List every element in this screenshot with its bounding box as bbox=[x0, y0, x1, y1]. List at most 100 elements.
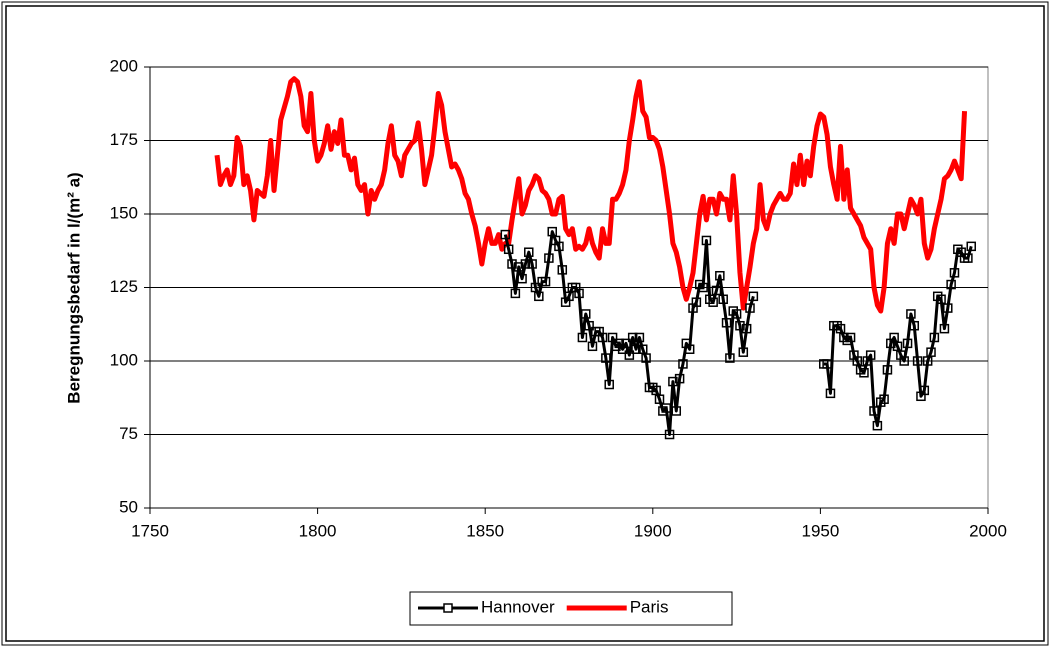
point-marker bbox=[510, 288, 521, 299]
point-marker bbox=[678, 359, 688, 369]
point-marker bbox=[641, 353, 651, 363]
point-marker bbox=[524, 247, 534, 257]
point-marker bbox=[745, 303, 755, 313]
point-marker bbox=[604, 379, 614, 390]
inner-frame bbox=[5, 5, 1045, 642]
point-marker bbox=[721, 318, 732, 328]
point-marker bbox=[711, 285, 722, 296]
point-marker bbox=[879, 394, 889, 404]
point-marker bbox=[557, 265, 568, 275]
x-tick-label: 1750 bbox=[131, 521, 169, 540]
point-marker bbox=[715, 270, 725, 281]
point-marker bbox=[708, 297, 718, 307]
point-marker bbox=[540, 276, 551, 287]
point-marker bbox=[902, 338, 913, 349]
point-marker bbox=[671, 406, 682, 416]
legend-label: Paris bbox=[630, 597, 669, 616]
series-line bbox=[214, 76, 968, 314]
point-marker bbox=[577, 332, 588, 343]
point-marker bbox=[919, 385, 930, 396]
point-marker bbox=[631, 344, 641, 354]
point-marker bbox=[584, 320, 594, 331]
point-marker bbox=[544, 253, 554, 263]
y-tick-label: 125 bbox=[110, 277, 138, 296]
point-marker bbox=[872, 420, 883, 431]
point-marker bbox=[547, 226, 557, 237]
point-marker bbox=[899, 356, 909, 366]
point-marker bbox=[513, 262, 524, 272]
point-marker bbox=[865, 350, 876, 360]
point-marker bbox=[574, 288, 584, 299]
point-marker bbox=[601, 353, 611, 363]
point-marker bbox=[607, 332, 618, 343]
point-marker bbox=[507, 259, 517, 269]
point-marker bbox=[517, 273, 527, 284]
point-marker bbox=[527, 259, 537, 269]
point-marker bbox=[926, 347, 936, 357]
point-marker bbox=[738, 347, 749, 357]
point-marker bbox=[698, 282, 708, 293]
point-marker bbox=[939, 323, 950, 334]
y-tick-label: 175 bbox=[110, 130, 138, 149]
point-marker bbox=[503, 244, 514, 255]
y-tick-label: 150 bbox=[110, 203, 138, 222]
legend: Hannover Paris bbox=[409, 591, 733, 626]
point-marker bbox=[909, 320, 920, 331]
x-tick-label: 1800 bbox=[299, 521, 337, 540]
point-marker bbox=[664, 429, 675, 440]
point-marker bbox=[748, 291, 759, 302]
point-marker bbox=[922, 356, 933, 366]
point-marker bbox=[634, 332, 645, 343]
point-marker bbox=[852, 356, 863, 366]
point-marker bbox=[581, 309, 591, 319]
point-marker bbox=[530, 282, 541, 293]
x-tick-label: 2000 bbox=[969, 521, 1007, 540]
point-marker bbox=[564, 291, 574, 302]
point-marker bbox=[963, 253, 973, 263]
point-marker bbox=[906, 309, 916, 319]
y-tick-label: 200 bbox=[110, 56, 138, 75]
legend-label: Hannover bbox=[481, 597, 555, 616]
point-marker bbox=[654, 394, 665, 404]
point-marker bbox=[943, 303, 953, 313]
point-marker bbox=[500, 229, 511, 240]
point-marker bbox=[882, 365, 893, 375]
point-marker bbox=[661, 403, 671, 413]
point-marker bbox=[627, 332, 638, 343]
point-marker bbox=[637, 344, 648, 354]
point-marker bbox=[869, 406, 879, 416]
point-marker bbox=[691, 297, 702, 307]
point-marker bbox=[597, 332, 608, 343]
y-tick-label: 100 bbox=[110, 350, 138, 369]
point-marker bbox=[684, 344, 695, 354]
point-marker bbox=[735, 320, 745, 331]
point-marker bbox=[892, 341, 903, 352]
point-marker bbox=[835, 323, 846, 334]
point-marker bbox=[651, 385, 661, 396]
point-marker bbox=[966, 241, 976, 252]
point-marker bbox=[725, 353, 735, 363]
y-tick-label: 50 bbox=[119, 497, 138, 516]
point-marker bbox=[621, 338, 631, 349]
point-marker bbox=[731, 309, 742, 319]
point-marker bbox=[845, 332, 856, 343]
point-marker bbox=[674, 373, 685, 384]
point-marker bbox=[912, 356, 923, 366]
point-marker bbox=[701, 235, 712, 246]
point-marker bbox=[822, 359, 832, 369]
point-marker bbox=[624, 350, 635, 360]
point-marker bbox=[534, 291, 544, 302]
point-marker bbox=[554, 241, 564, 252]
point-marker bbox=[949, 268, 960, 278]
point-marker bbox=[946, 279, 956, 290]
y-axis-label: Beregnungsbedarf in l/(m² a) bbox=[64, 172, 83, 403]
point-marker bbox=[859, 368, 869, 378]
x-tick-label: 1900 bbox=[634, 521, 672, 540]
point-marker bbox=[936, 294, 946, 305]
point-marker bbox=[741, 323, 752, 334]
point-marker bbox=[825, 388, 836, 399]
point-marker bbox=[929, 332, 940, 343]
point-marker bbox=[718, 294, 728, 305]
